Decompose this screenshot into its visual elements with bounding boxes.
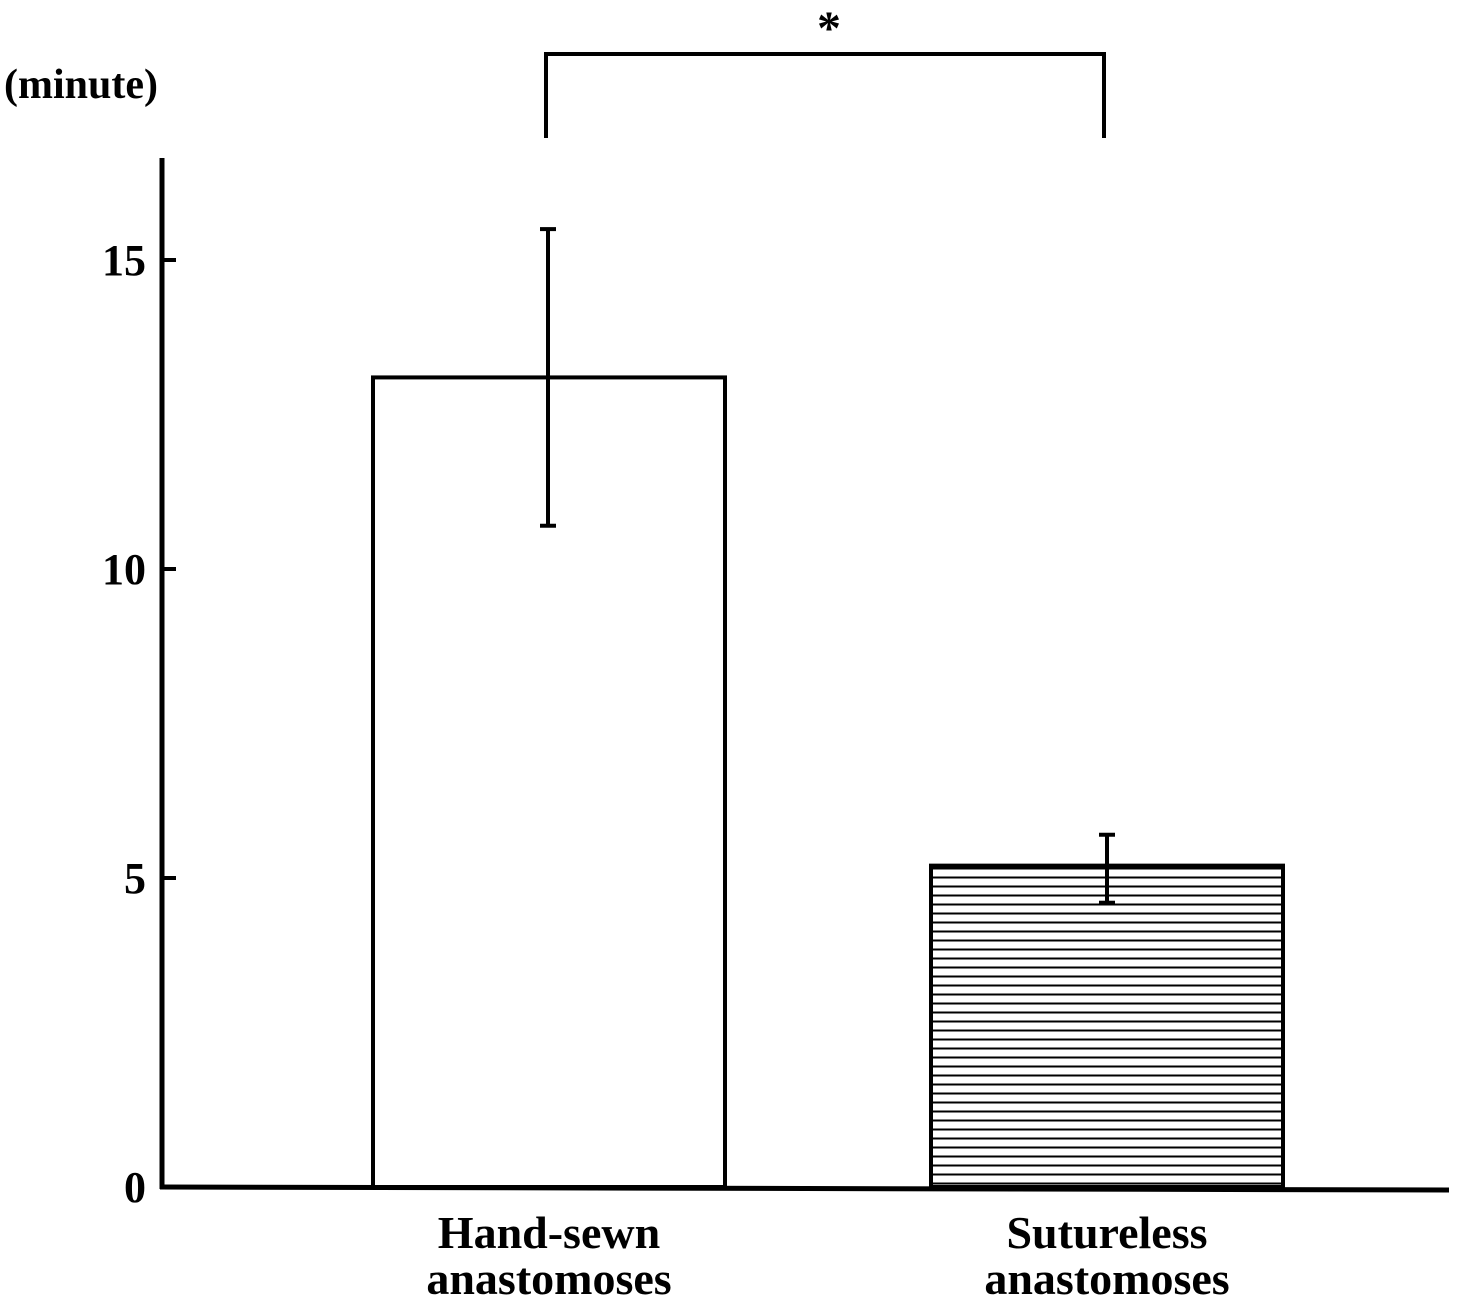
category-label: Sutureless (1006, 1207, 1207, 1258)
y-tick-label: 15 (102, 236, 146, 285)
category-label: anastomoses (426, 1253, 671, 1296)
significance-bracket (544, 52, 1106, 138)
category-label: anastomoses (984, 1253, 1229, 1296)
significance-label: * (817, 2, 841, 55)
y-tick-label: 5 (124, 854, 146, 903)
y-tick-label: 10 (102, 545, 146, 594)
labels: 051015(minute)Hand-sewnanastomosesSuture… (4, 2, 1230, 1296)
bar-sutureless (929, 863, 1285, 1189)
y-axis-unit-label: (minute) (4, 62, 158, 108)
bars (371, 52, 1285, 1190)
category-label: Hand-sewn (438, 1207, 660, 1258)
y-tick-label: 0 (124, 1163, 146, 1212)
